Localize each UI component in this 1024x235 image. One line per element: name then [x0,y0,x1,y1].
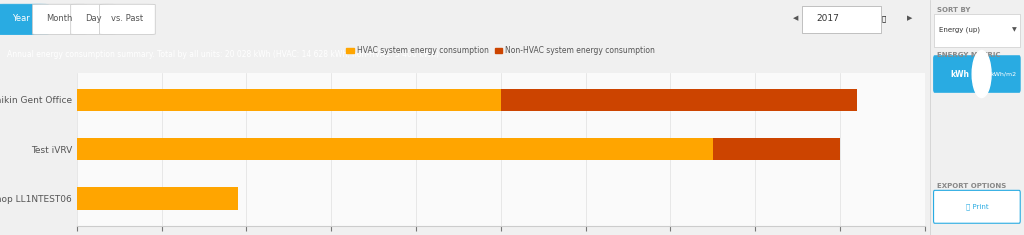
Bar [713,138,840,160]
Text: Energy (up): Energy (up) [939,26,980,33]
Text: Month: Month [46,14,73,23]
Text: ▶: ▶ [906,16,912,22]
FancyBboxPatch shape [0,4,48,35]
Bar [77,138,713,160]
FancyBboxPatch shape [933,55,1021,93]
Text: ▼: ▼ [1012,27,1017,32]
Text: kWh/m2: kWh/m2 [990,71,1017,77]
FancyBboxPatch shape [33,4,86,35]
Text: ◀: ◀ [794,16,799,22]
FancyBboxPatch shape [71,4,116,35]
Circle shape [972,51,991,98]
Text: ENERGY METRIC: ENERGY METRIC [937,52,1000,58]
Text: SORT BY: SORT BY [937,7,971,13]
Bar [77,188,238,210]
Text: EXPORT OPTIONS: EXPORT OPTIONS [937,183,1007,189]
FancyBboxPatch shape [934,14,1020,47]
FancyBboxPatch shape [934,190,1020,223]
FancyBboxPatch shape [99,4,156,35]
Text: 📅: 📅 [882,15,886,22]
Text: 🖨 Print: 🖨 Print [966,204,988,210]
Text: Year: Year [12,14,31,23]
Legend: HVAC system energy consumption, Non-HVAC system energy consumption: HVAC system energy consumption, Non-HVAC… [343,43,658,58]
Bar [77,89,501,111]
Bar [501,89,857,111]
Text: Annual energy consumption summary. Total by all units: 20 028 kWh (HVAC: 14 628 : Annual energy consumption summary. Total… [7,50,439,59]
Text: Day: Day [85,14,101,23]
Text: 2017: 2017 [816,14,840,23]
Text: vs. Past: vs. Past [112,14,143,23]
FancyBboxPatch shape [803,6,882,33]
Text: kWh: kWh [950,70,970,78]
